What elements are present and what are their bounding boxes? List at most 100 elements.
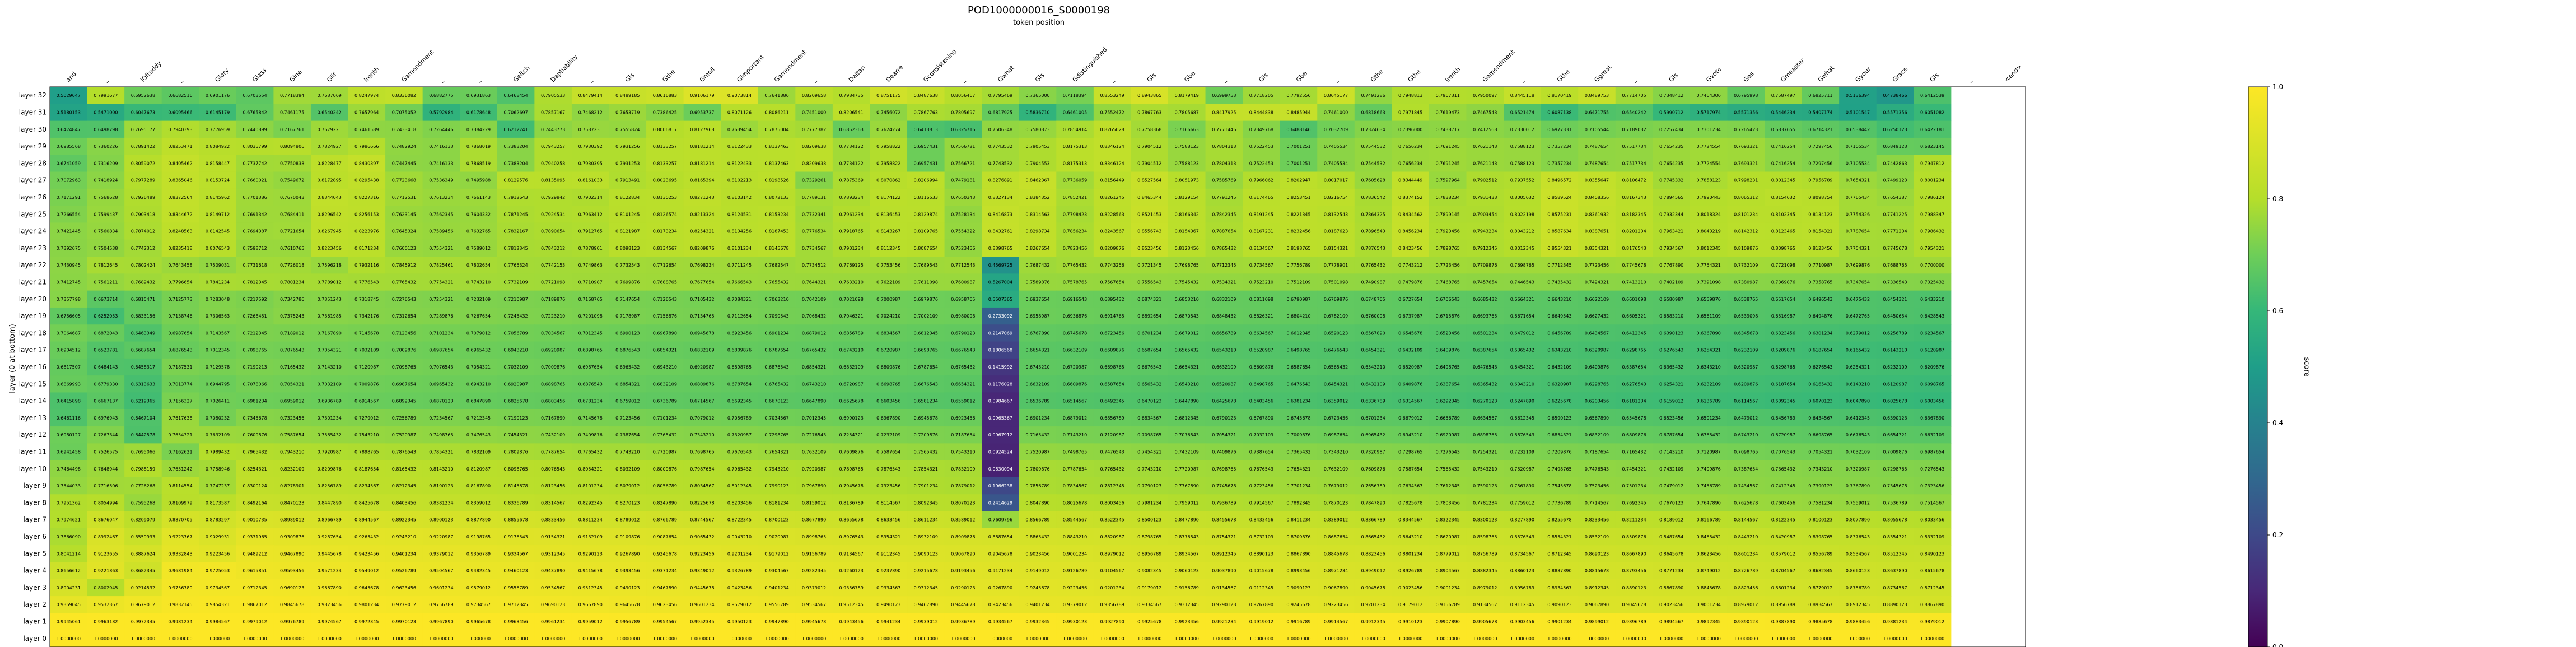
cell-value-label: 0.6232109 <box>1734 348 1758 353</box>
cell-value-label: 0.7679221 <box>318 127 342 132</box>
cell-value-label: 0.9267890 <box>1249 602 1273 607</box>
heatmap-cell <box>944 137 982 155</box>
cell-value-label: 0.9967890 <box>429 620 453 625</box>
cell-value-label: 0.6314567 <box>1398 399 1422 404</box>
heatmap-cell <box>646 257 684 274</box>
heatmap-cell <box>1504 171 1542 189</box>
cell-value-label: 0.6990123 <box>615 331 640 336</box>
cell-value-label: 0.5471000 <box>94 110 118 115</box>
heatmap-cell <box>944 273 982 291</box>
heatmap-cell <box>460 239 498 257</box>
cell-value-label: 0.6159012 <box>1659 399 1683 404</box>
x-tick-label: _ <box>810 76 818 84</box>
heatmap-cell <box>1354 257 1392 274</box>
cell-value-label: 0.6898765 <box>727 365 752 370</box>
cell-value-label: 0.7443773 <box>541 127 565 132</box>
heatmap-cell <box>199 155 237 173</box>
heatmap-cell <box>1876 290 1914 308</box>
cell-value-label: 0.7217592 <box>242 297 267 302</box>
cell-value-label: 0.7416254 <box>1771 144 1795 149</box>
cell-value-label: 0.7365432 <box>1771 467 1795 472</box>
cell-value-label: 0.7684411 <box>280 212 304 217</box>
cell-value-label: 0.6698765 <box>1100 365 1124 370</box>
cell-value-label: 0.6676543 <box>914 381 938 387</box>
heatmap-cell <box>87 188 125 206</box>
cell-value-label: 0.6901176 <box>206 93 230 98</box>
cell-value-label: 0.7298765 <box>764 432 788 437</box>
cell-value-label: 0.7105544 <box>1585 127 1609 132</box>
heatmap-cell <box>795 87 833 104</box>
cell-value-label: 0.7504538 <box>94 246 118 251</box>
cell-value-label: 0.9223456 <box>206 551 230 556</box>
cell-value-label: 0.8993456 <box>1286 569 1310 574</box>
cell-value-label: 0.7565432 <box>318 432 342 437</box>
cell-value-label: 0.7080232 <box>206 416 230 421</box>
cell-value-label: 0.7796654 <box>168 280 192 285</box>
cell-value-label: 0.7932116 <box>354 263 379 268</box>
cell-value-label: 0.6937654 <box>1025 297 1049 302</box>
cell-value-label: 0.7212345 <box>466 416 491 421</box>
cell-value-label: 0.6649543 <box>1547 314 1571 319</box>
cell-value-label: 0.7105534 <box>1846 161 1870 166</box>
cell-value-label: 0.6854321 <box>1547 432 1571 437</box>
cell-value-label: 0.7661143 <box>466 195 491 200</box>
cell-value-label: 0.7468212 <box>578 110 603 115</box>
cell-value-label: 0.0967912 <box>988 432 1012 437</box>
cell-value-label: 0.9910123 <box>1398 620 1422 625</box>
cell-value-label: 0.4569725 <box>988 263 1012 268</box>
cell-value-label: 0.7297456 <box>1808 144 1832 149</box>
cell-value-label: 0.7965432 <box>727 467 752 472</box>
heatmap-cell <box>1615 324 1653 342</box>
cell-value-label: 0.9132109 <box>578 534 603 539</box>
cell-value-label: 0.7943257 <box>541 144 565 149</box>
heatmap-cell <box>161 239 199 257</box>
cell-value-label: 1.0000000 <box>57 636 81 641</box>
heatmap-cell <box>50 307 88 325</box>
cell-value-label: 0.7442863 <box>1883 161 1907 166</box>
cell-value-label: 0.9954567 <box>653 620 677 625</box>
cell-value-label: 0.8656612 <box>57 569 81 574</box>
cell-value-label: 0.6498765 <box>1286 348 1310 353</box>
cell-value-label: 0.8843210 <box>1063 534 1087 539</box>
heatmap-cell <box>1802 206 1840 223</box>
cell-value-label: 0.6656789 <box>1212 331 1236 336</box>
heatmap-cell <box>721 239 759 257</box>
cell-value-label: 0.6219365 <box>131 399 155 404</box>
cell-value-label: 0.7316209 <box>94 161 118 166</box>
y-tick-label: layer 6 <box>23 533 46 541</box>
cell-value-label: 0.6120987 <box>1883 381 1907 387</box>
cell-value-label: 0.7966062 <box>1249 178 1273 183</box>
heatmap-cell <box>1839 222 1877 240</box>
cell-value-label: 0.7098765 <box>1734 450 1758 455</box>
heatmap-cell <box>460 206 498 223</box>
cell-value-label: 0.8191245 <box>1249 212 1273 217</box>
cell-value-label: 0.6367890 <box>1920 416 1944 421</box>
cell-value-label: 0.7691245 <box>1436 144 1460 149</box>
heatmap-cell <box>1317 307 1355 325</box>
cell-value-label: 0.9393456 <box>615 569 640 574</box>
heatmap-cell <box>1578 290 1616 308</box>
heatmap-cell <box>1876 206 1914 223</box>
heatmap-cell <box>50 206 88 223</box>
heatmap-cell <box>1839 155 1877 173</box>
heatmap-cell <box>870 273 908 291</box>
cell-value-label: 0.7543210 <box>1473 467 1497 472</box>
cell-value-label: 0.7392675 <box>57 246 81 251</box>
heatmap-cell <box>1802 257 1840 274</box>
cell-value-label: 0.6488146 <box>1286 127 1310 132</box>
x-tick-label: Gls <box>1668 71 1680 83</box>
cell-value-label: 0.7501234 <box>1622 483 1646 488</box>
cell-value-label: 0.7943210 <box>280 450 304 455</box>
heatmap-cell <box>460 341 498 359</box>
heatmap-cell <box>385 188 423 206</box>
heatmap-cell <box>1765 87 1803 104</box>
cell-value-label: 0.8129154 <box>1175 195 1199 200</box>
heatmap-cell <box>534 155 572 173</box>
cell-value-label: 0.7076543 <box>1771 450 1795 455</box>
cell-value-label: 0.7209876 <box>914 432 938 437</box>
cell-value-label: 0.6345678 <box>1734 331 1758 336</box>
heatmap-cell <box>907 155 945 173</box>
heatmap-cell <box>1429 324 1467 342</box>
cell-value-label: 0.8700123 <box>764 518 788 523</box>
heatmap-cell <box>1131 87 1169 104</box>
